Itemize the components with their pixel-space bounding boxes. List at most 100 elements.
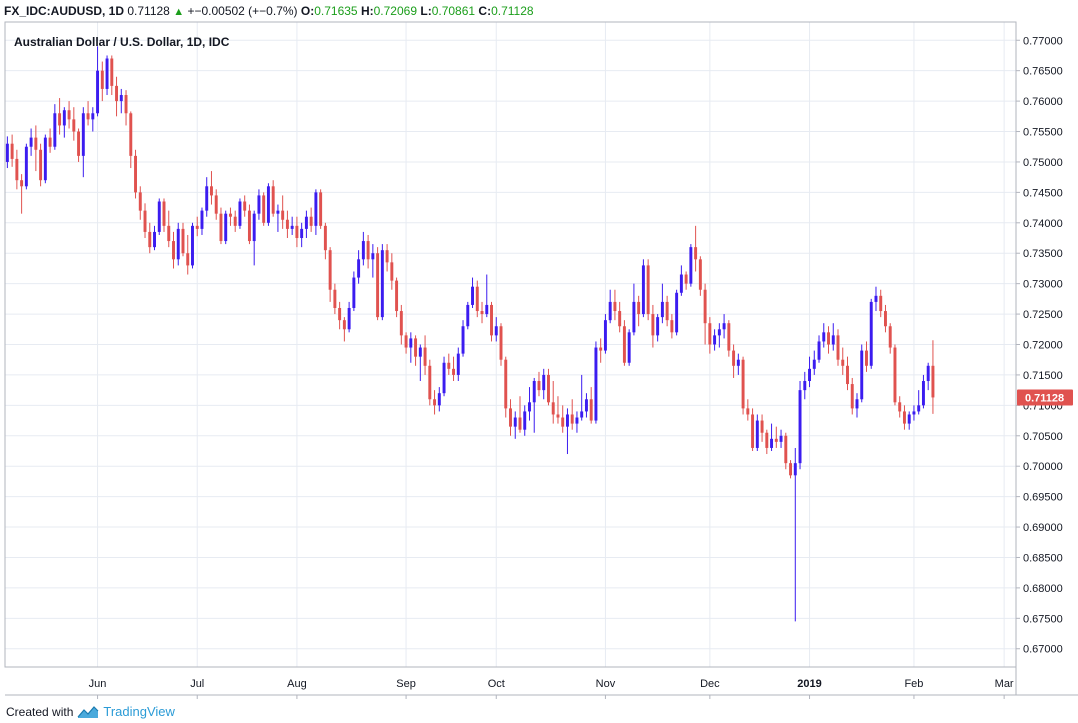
candle-body <box>732 350 736 366</box>
candle-body <box>717 329 721 336</box>
candle-body <box>86 113 90 120</box>
candle-body <box>841 359 845 366</box>
candle-body <box>290 225 294 229</box>
candle <box>717 323 721 348</box>
candle-body <box>96 70 100 114</box>
candle-body <box>380 250 384 318</box>
candle-body <box>703 289 707 324</box>
candle-body <box>195 225 199 229</box>
candle <box>271 180 275 217</box>
candle-body <box>570 414 574 424</box>
candle <box>727 320 731 357</box>
candle-body <box>328 250 332 290</box>
candle-body <box>565 414 569 427</box>
x-tick-label: Jul <box>190 678 204 690</box>
candle <box>314 189 318 235</box>
candle <box>143 203 147 239</box>
candle-body <box>77 131 81 156</box>
candle <box>679 265 683 296</box>
last-price-value: 0.71128 <box>127 4 170 18</box>
candle-body <box>622 326 626 363</box>
candle <box>81 107 85 178</box>
candle-body <box>888 326 892 348</box>
candle <box>603 314 607 354</box>
time-axis[interactable]: Jun Jul Aug Sep Oct Nov Dec 2019 Feb Mar <box>89 678 1014 699</box>
candle <box>404 332 408 354</box>
candle <box>751 408 755 451</box>
candle-body <box>490 304 493 336</box>
y-tick-label: 0.76000 <box>1023 96 1063 108</box>
candle <box>119 88 123 114</box>
candle-body <box>485 304 489 315</box>
candle <box>836 329 840 366</box>
candle-body <box>774 438 778 442</box>
candle <box>53 104 57 150</box>
candle-body <box>409 338 413 348</box>
x-tick-label: Aug <box>287 678 307 690</box>
y-tick-label: 0.68000 <box>1023 583 1063 595</box>
candle-body <box>518 417 522 430</box>
candle-body <box>741 359 745 409</box>
candle-body <box>100 70 104 89</box>
candle-body <box>907 414 911 424</box>
candle-body <box>556 414 560 418</box>
candle <box>774 426 778 448</box>
candle <box>613 289 617 321</box>
candles-layer <box>5 46 935 622</box>
change-value: −0.00502 (+−0.7%) <box>194 4 298 18</box>
close-value: 0.71128 <box>491 4 534 18</box>
candle <box>247 204 251 245</box>
candle-body <box>641 265 645 315</box>
candle-body <box>62 110 66 126</box>
candle <box>594 341 598 424</box>
last-price-tag-label: 0.71128 <box>1025 393 1064 405</box>
candle-body <box>831 335 835 345</box>
candle <box>499 323 503 366</box>
footer-attribution[interactable]: Created with TradingView <box>6 704 175 719</box>
candle-body <box>395 280 399 312</box>
candlestick-chart[interactable]: 0.77000 0.76500 0.76000 0.75500 0.75000 0.745… <box>0 0 1078 700</box>
last-price-tag-bg <box>1017 389 1073 406</box>
low-label: L: <box>420 4 432 18</box>
candle <box>176 222 180 266</box>
x-tick-label: Nov <box>596 678 616 690</box>
candle-body <box>879 295 883 312</box>
candle <box>741 356 745 415</box>
candle-body <box>176 228 180 260</box>
candle-body <box>110 58 114 86</box>
last-price-tag: 0.71128 <box>1017 389 1073 406</box>
grid-lines <box>5 22 1016 667</box>
candle-body <box>385 250 389 263</box>
tradingview-brand: TradingView <box>103 704 175 719</box>
candle-body <box>637 301 641 315</box>
candle <box>58 98 62 135</box>
candle <box>509 399 512 436</box>
candle <box>115 76 119 117</box>
y-tick-label: 0.75000 <box>1023 157 1063 169</box>
candle <box>580 374 584 421</box>
candle-body <box>694 247 698 260</box>
price-axis[interactable]: 0.77000 0.76500 0.76000 0.75500 0.75000 0.745… <box>1016 35 1063 656</box>
candle-body <box>660 301 664 318</box>
symbol-label: FX_IDC:AUDUSD, 1D <box>4 4 125 18</box>
candle <box>134 149 137 199</box>
candle <box>722 314 726 339</box>
candle <box>675 289 679 336</box>
candle <box>513 411 517 439</box>
candle-body <box>81 113 85 156</box>
candle-body <box>513 417 517 427</box>
candle <box>300 222 304 248</box>
candle-body <box>594 347 598 421</box>
candle <box>921 374 925 409</box>
candle <box>347 301 351 333</box>
candle-body <box>689 247 693 284</box>
candle-body <box>679 274 683 293</box>
candle <box>224 210 228 245</box>
candle <box>262 192 266 226</box>
candle <box>148 222 152 254</box>
candle-body <box>846 365 849 385</box>
candle-body <box>784 435 788 464</box>
candle-body <box>471 286 474 305</box>
candle-body <box>319 192 323 226</box>
created-with-text: Created with <box>6 704 74 719</box>
